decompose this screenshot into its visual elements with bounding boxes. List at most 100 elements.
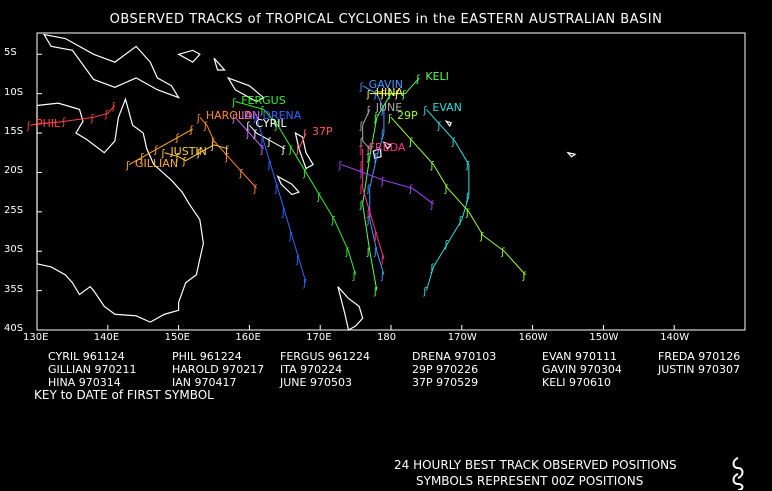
lon-label: 180 xyxy=(377,332,397,343)
cyclone-symbol-icon: ʃ xyxy=(373,113,378,124)
chart-title: OBSERVED TRACKS of TROPICAL CYCLONES in … xyxy=(109,12,663,27)
key-entry-ian: IAN 970417 xyxy=(172,376,237,389)
cyclone-symbol-icon: ʃ xyxy=(252,129,257,140)
storm-label-37p: 37P xyxy=(312,125,333,139)
cyclone-symbol-icon: ʃ xyxy=(189,125,194,136)
cyclone-symbol-icon: ʃ xyxy=(380,90,385,101)
cyclone-symbol-icon: ʃ xyxy=(373,90,378,101)
cyclone-symbol-icon: ʃ xyxy=(387,113,392,124)
lat-label: 10S xyxy=(4,86,24,98)
landmass-outline xyxy=(36,97,204,323)
cyclone-symbol-icon: ʃ xyxy=(429,200,434,211)
landmass-outline xyxy=(566,151,577,158)
cyclone-symbol-icon: ʃ xyxy=(231,98,236,109)
cyclone-symbol-icon: ʃ xyxy=(415,74,420,85)
key-entry-drena: DRENA 970103 xyxy=(412,350,497,363)
cyclone-symbol-icon: ʃ xyxy=(444,184,449,195)
track-37p xyxy=(298,132,307,150)
cyclone-symbol-icon: ʃ xyxy=(196,113,201,124)
cyclone-symbol-icon: ʃ xyxy=(260,137,265,148)
key-entry-37p: 37P 970529 xyxy=(412,376,479,389)
cyclone-symbol-icon: ʃ xyxy=(281,145,286,156)
track-29p xyxy=(390,116,526,276)
track-june xyxy=(362,109,371,150)
cyclone-symbol-icon: ʃ xyxy=(366,105,371,116)
cyclone-symbol-icon: ʃ xyxy=(444,239,449,250)
track-ian xyxy=(234,116,264,150)
cyclone-symbol-icon: ʃ xyxy=(380,105,385,116)
cyclone-symbol-icon: ʃ xyxy=(337,161,342,172)
cyclone-symbol-icon: ʃ xyxy=(288,145,293,156)
cyclone-symbol-icon: ʃ xyxy=(302,129,307,140)
cyclone-symbol-icon: ʃ xyxy=(330,216,335,227)
cyclone-symbol-icon: ʃ xyxy=(111,101,116,112)
key-entry-gavin: GAVIN 970304 xyxy=(542,363,622,376)
cyclone-symbol-icon: ʃ xyxy=(274,121,279,132)
landmass-outline xyxy=(226,76,265,103)
storm-label-harold: HAROLD xyxy=(205,109,253,123)
key-entry-keli: KELI 970610 xyxy=(542,376,612,389)
cyclone-symbol-icon: ʃ xyxy=(359,184,364,195)
cyclone-symbol-icon: ʃ xyxy=(451,137,456,148)
track-phil xyxy=(29,105,116,126)
storm-label-evan: EVAN xyxy=(432,101,462,115)
cyclone-symbol-icon: ʃ xyxy=(359,168,364,179)
cyclone-symbol-icon: ʃ xyxy=(196,149,201,160)
cyclone-symbol-icon: ʃ xyxy=(210,141,215,152)
cyclone-symbol-icon: ʃ xyxy=(373,153,378,164)
lon-label: 150W xyxy=(589,332,619,343)
landmass-outline xyxy=(42,33,180,99)
cyclone-symbol-icon: ʃ xyxy=(408,137,413,148)
note-best-track: 24 HOURLY BEST TRACK OBSERVED POSITIONS xyxy=(394,458,677,472)
cyclone-symbol-icon: ʃ xyxy=(203,121,208,132)
track-evan xyxy=(425,109,470,291)
cyclone-symbol-icon: ʃ xyxy=(104,109,109,120)
cyclone-symbol-icon: ʃ xyxy=(245,129,250,140)
lat-label: 30S xyxy=(4,244,24,256)
cyclone-symbol-icon: ʃ xyxy=(274,184,279,195)
cyclone-symbol-icon: ʃ xyxy=(429,263,434,274)
cyclone-symbol-icon: ʃ xyxy=(231,113,236,124)
cyclone-symbol-icon: ʃ xyxy=(437,121,442,132)
track-freda xyxy=(362,148,385,260)
cyclone-symbol-icon: ʃ xyxy=(366,184,371,195)
cyclone-symbol-icon: ʃ xyxy=(345,247,350,258)
lon-label: 160W xyxy=(518,332,548,343)
cyclone-symbol-icon: ʃ xyxy=(288,231,293,242)
cyclone-symbol-icon: ʃ xyxy=(522,271,527,282)
lat-label: 20S xyxy=(4,165,24,177)
key-entry-justin: JUSTIN 970307 xyxy=(658,363,740,376)
key-entry-ita: ITA 970224 xyxy=(280,363,343,376)
landmass-outline xyxy=(213,57,226,71)
landmass-outline xyxy=(337,286,364,331)
landmass-outline xyxy=(444,120,453,128)
cyclone-symbol-icon: ʃ xyxy=(422,105,427,116)
lat-label: 5S xyxy=(4,47,17,59)
cyclone-symbol-icon: ʃ xyxy=(175,153,180,164)
cyclone-symbol-icon: ʃ xyxy=(359,200,364,211)
cyclone-symbol-icon: ʃ xyxy=(210,137,215,148)
track-justin xyxy=(164,144,229,162)
key-entry-fergus: FERGUS 961224 xyxy=(280,350,370,363)
cyclone-symbol-icon: ʃ xyxy=(366,208,371,219)
cyclone-symbol-icon: ʃ xyxy=(458,216,463,227)
lat-label: 25S xyxy=(4,204,24,216)
cyclone-symbol-icon: ʃ xyxy=(359,137,364,148)
axis-ticks xyxy=(36,53,675,331)
landmass-outline xyxy=(382,141,393,150)
storm-label-freda: FREDA xyxy=(368,140,406,154)
landmass-outline xyxy=(177,49,201,63)
storm-label-ian: IAN xyxy=(241,109,261,123)
cyclone-symbol-icon: ʃ xyxy=(366,247,371,258)
key-entry-gillian: GILLIAN 970211 xyxy=(48,363,137,376)
cyclone-symbol-icon: ʃ xyxy=(316,192,321,203)
storm-label-cyril: CYRIL xyxy=(255,117,287,131)
cyclone-symbol-icon: ʃ xyxy=(260,145,265,156)
cyclone-symbol-icon: ʃ xyxy=(387,90,392,101)
track-drena xyxy=(256,117,307,283)
cyclone-symbol-icon: ʃ xyxy=(224,145,229,156)
cyclone-symbol-icon: ʃ xyxy=(245,121,250,132)
cyclone-symbol-icon: ʃ xyxy=(61,117,66,128)
